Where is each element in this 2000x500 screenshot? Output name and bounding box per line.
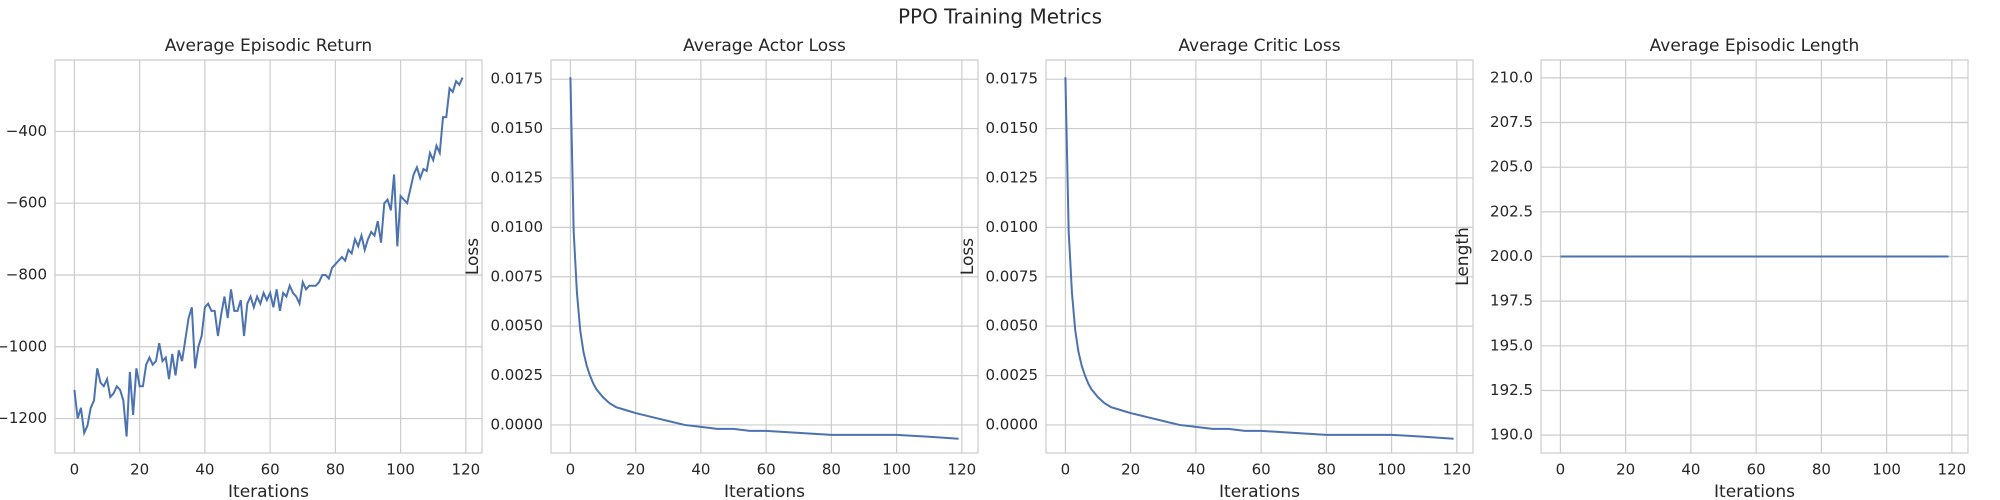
x-tick-label: 120 (452, 461, 481, 479)
axes-title: Average Episodic Length (1650, 36, 1860, 56)
x-tick-label: 20 (1616, 461, 1635, 479)
y-tick-label: 202.5 (1490, 202, 1533, 220)
y-tick-label: −400 (6, 122, 47, 140)
x-tick-label: 120 (948, 461, 977, 479)
x-tick-label: 0 (70, 461, 80, 479)
x-tick-label: 100 (386, 461, 415, 479)
y-tick-label: 200.0 (1490, 247, 1533, 265)
x-tick-label: 80 (822, 461, 841, 479)
y-tick-label: −1000 (0, 337, 47, 355)
y-tick-label: 0.0025 (986, 366, 1039, 384)
y-tick-label: 195.0 (1490, 336, 1533, 354)
y-tick-label: 0.0175 (491, 70, 544, 88)
axes-title: Average Critic Loss (1178, 36, 1340, 56)
x-axis-label: Iterations (1219, 482, 1300, 500)
x-tick-label: 0 (1061, 461, 1071, 479)
x-axis-label: Iterations (228, 482, 309, 500)
y-axis-label: Length (1453, 227, 1473, 286)
x-tick-label: 20 (130, 461, 149, 479)
x-tick-label: 0 (1556, 461, 1566, 479)
y-tick-label: 0.0125 (986, 168, 1039, 186)
y-axis-label: Loss (958, 238, 978, 275)
y-tick-label: 0.0100 (986, 218, 1039, 236)
x-tick-label: 40 (1186, 461, 1205, 479)
y-tick-label: 0.0025 (491, 366, 544, 384)
y-tick-label: 0.0125 (491, 168, 544, 186)
x-tick-label: 120 (1938, 461, 1967, 479)
x-tick-label: 80 (1812, 461, 1831, 479)
x-tick-label: 20 (1121, 461, 1140, 479)
y-tick-label: 0.0000 (491, 415, 544, 433)
y-tick-label: 0.0175 (986, 70, 1039, 88)
plot-area (550, 59, 979, 454)
x-tick-label: 120 (1443, 461, 1472, 479)
axes-title: Average Episodic Return (165, 36, 372, 56)
y-tick-label: 0.0050 (491, 317, 544, 335)
line (1064, 77, 1454, 440)
x-tick-label: 80 (1317, 461, 1336, 479)
y-tick-label: 0.0150 (986, 119, 1039, 137)
x-tick-label: 100 (1377, 461, 1406, 479)
y-tick-label: 190.0 (1490, 426, 1533, 444)
x-tick-label: 40 (691, 461, 710, 479)
y-tick-label: 0.0075 (491, 267, 544, 285)
y-tick-label: −600 (6, 194, 47, 212)
x-tick-label: 60 (757, 461, 776, 479)
x-tick-label: 0 (566, 461, 576, 479)
y-tick-label: 0.0075 (986, 267, 1039, 285)
plot-area (1045, 59, 1474, 454)
x-tick-label: 60 (1252, 461, 1271, 479)
y-tick-label: 197.5 (1490, 292, 1533, 310)
axes-title: Average Actor Loss (683, 36, 846, 56)
x-tick-label: 20 (626, 461, 645, 479)
y-tick-label: 210.0 (1490, 68, 1533, 86)
figure-title: PPO Training Metrics (898, 5, 1102, 29)
y-tick-label: −800 (6, 265, 47, 283)
x-tick-label: 80 (326, 461, 345, 479)
x-tick-label: 40 (195, 461, 214, 479)
x-tick-label: 100 (882, 461, 911, 479)
x-tick-label: 40 (1681, 461, 1700, 479)
y-tick-label: 0.0050 (986, 317, 1039, 335)
y-tick-label: 205.0 (1490, 158, 1533, 176)
y-tick-label: 192.5 (1490, 381, 1533, 399)
x-axis-label: Iterations (724, 482, 805, 500)
x-tick-label: 100 (1872, 461, 1901, 479)
y-tick-label: 207.5 (1490, 113, 1533, 131)
x-tick-label: 60 (261, 461, 280, 479)
y-tick-label: −1200 (0, 409, 47, 427)
y-tick-label: 0.0150 (491, 119, 544, 137)
y-axis-label: Loss (463, 238, 483, 275)
x-tick-label: 60 (1747, 461, 1766, 479)
plot-area (54, 59, 483, 454)
y-tick-label: 0.0000 (986, 415, 1039, 433)
line (569, 77, 959, 440)
y-tick-label: 0.0100 (491, 218, 544, 236)
line (73, 77, 464, 437)
x-axis-label: Iterations (1714, 482, 1795, 500)
